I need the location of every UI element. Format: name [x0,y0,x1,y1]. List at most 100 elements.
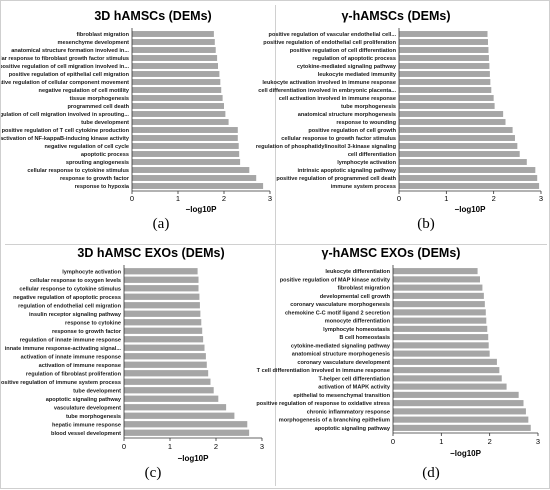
panel-d-category-label: cytokine-mediated signaling pathway [291,343,391,349]
panel-c-x-tick-label: 0 [122,442,126,451]
vertical-divider [275,5,276,486]
panel-d-bar [393,268,478,275]
panel-a-bar [132,55,218,61]
panel-c-category-label: tube morphogenesis [66,414,121,420]
panel-d-x-tick-label: 1 [439,437,443,446]
panel-b-category-label: lymphocyte activation [337,160,396,166]
panel-c-category-label: cellular response to oxygen levels [30,278,121,284]
panel-d-label: (d) [422,465,440,481]
panel-c-category-label: insulin receptor signaling pathway [29,312,122,318]
panel-c-bar [124,336,204,343]
panel-c-category-label: regulation of fibroblast proliferation [26,371,122,377]
panel-c-x-tick-label: 1 [168,442,172,451]
panel-a-bar [132,119,229,125]
panel-a-bar [132,127,238,133]
panel-b-category-label: intrinsic apoptotic signaling pathway [297,168,396,174]
panel-a-title: 3D hAMSCs (DEMs) [94,9,211,23]
panel-a-category-label: apoptotic process [81,152,129,158]
panel-b-bar [399,111,504,117]
panel-a-bar [132,167,250,173]
panel-d-bar [393,375,502,382]
panel-a-x-tick-label: 0 [130,194,134,203]
panel-c-bar [124,395,219,402]
panel-b-bar [399,119,506,125]
horizontal-divider [5,244,547,245]
panel-b-category-label: immune system process [331,184,396,190]
panel-d-bar [393,276,480,283]
panel-a-category-label: negative regulation of cell cycle [44,144,129,150]
panel-c-category-label: activation of immune response [39,363,121,369]
panel-a-x-axis-label: −log10P [186,205,218,214]
panel-d-category-label: epithelial to mesenchymal transition [293,393,390,399]
panel-b-bar [399,79,491,85]
panel-c-category-label: negative regulation of apoptotic process [13,295,121,301]
panel-c-x-tick-label: 2 [214,442,218,451]
panel-b-title: γ-hAMSCs (DEMs) [341,9,450,23]
panel-a-bar [132,39,215,45]
panel-c-bar [124,361,207,368]
panel-b-category-label: leukocyte activation involved in immune … [262,80,396,86]
panel-c-category-label: blood vessel development [51,431,121,437]
panel-d-x-tick-label: 2 [488,437,492,446]
panel-b-category-label: positive regulation of cell growth [308,128,396,134]
panel-c-bar [124,319,202,326]
panel-a-bar [132,87,222,93]
panel-c-bar [124,327,203,334]
panel-c-category-label: regulation of innate immune response [20,337,121,343]
panel-c-category-label: response to cytokine [65,320,121,326]
panel-c-bar [124,370,209,377]
panel-c-bar [124,353,206,360]
panel-a-bar [132,71,220,77]
panel-a-category-label: fibroblast migration [76,32,129,38]
panel-a-label: (a) [153,216,170,232]
panel-a-bar [132,175,257,181]
panel-b-x-tick-label: 2 [492,194,496,203]
panel-c-bar [124,268,198,275]
panel-a-category-label: anatomical structure formation involved … [11,48,129,54]
panel-d-category-label: apoptotic signaling pathway [315,426,391,432]
panel-b-category-label: cellular response to growth factor stimu… [281,136,396,142]
panel-b-bar [399,63,490,69]
panel-c-bar [124,344,205,351]
panel-d-bar [393,358,497,365]
panel-d-bar [393,416,529,423]
panel-d-bar [393,284,483,291]
panel-a-category-label: positive regulation of epithelial cell m… [9,72,130,78]
panel-c-category-label: apoptotic signaling pathway [46,397,122,403]
panel-a-category-label: programmed cell death [67,104,129,110]
panel-c-label: (c) [145,465,162,481]
panel-b-bar [399,127,513,133]
panel-c-category-label: positive regulation of immune system pro… [1,380,121,386]
panel-d-category-label: positive regulation of MAP kinase activi… [280,277,391,283]
panel-d-category-label: anatomical structure morphogenesis [292,352,390,358]
panel-a-category-label: positive regulation of cell migration in… [1,64,129,70]
panel-b-bar [399,159,527,165]
panel-d-category-label: T cell differentiation involved in immun… [257,368,390,374]
panel-c-category-label: vasculature development [54,405,121,411]
panel-b-category-label: positive regulation of programmed cell d… [276,176,396,182]
panel-d-bar [393,309,486,316]
panel-c-category-label: response to growth factor [52,329,122,335]
panel-d-bar [393,334,489,341]
panel-d-category-label: leukocyte differentiation [325,269,390,275]
panel-b-x-axis-label: −log10P [455,205,487,214]
panel-a-bar [132,31,214,37]
panel-d-bar [393,301,485,308]
panel-d-bar [393,325,488,332]
panel-b-category-label: cell differentiation involved in embryon… [258,88,396,94]
panel-a-x-tick-label: 1 [176,194,180,203]
panel-d-category-label: coronary vasculature morphogenesis [290,302,390,308]
panel-a-category-label: tube development [81,120,129,126]
panel-a-category-label: tissue morphogenesis [70,96,129,102]
panel-c-bar [124,310,201,317]
panel-a-bar [132,183,264,189]
panel-b-category-label: response to wounding [336,120,396,126]
panel-b-category-label: anatomical structure morphogenesis [298,112,396,118]
panel-b-category-label: cell activation involved in immune respo… [279,96,396,102]
panel-a-bar [132,143,239,149]
panel-d-x-tick-label: 0 [391,437,395,446]
panel-b-category-label: tube morphogenesis [341,104,396,110]
panel-c-category-label: activation of innate immune response [21,354,121,360]
panel-c-category-label: hepatic immune response [52,422,121,428]
